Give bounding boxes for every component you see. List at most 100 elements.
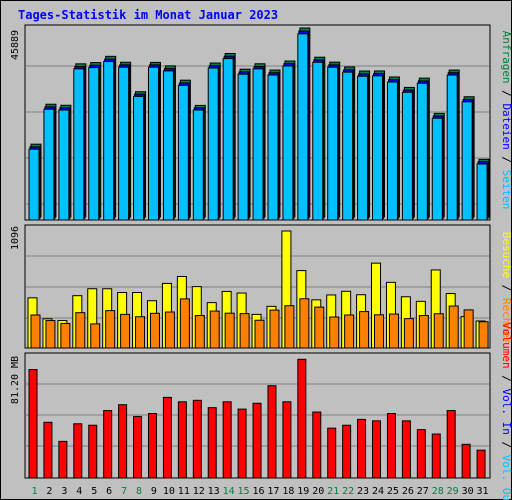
bar-seiten-day-22 <box>342 71 354 221</box>
day-label-16: 16 <box>252 486 264 497</box>
bar-volumen-day-3 <box>58 440 68 479</box>
bottom-legend-item: Vol. Out <box>500 455 512 500</box>
bottom-legend-item: Volumen <box>500 322 512 368</box>
day-label-24: 24 <box>372 486 384 497</box>
bar-volumen-day-13 <box>207 407 217 479</box>
bar-rechner-day-19 <box>299 298 310 349</box>
chart-title: Tages-Statistik im Monat Januar 2023 <box>18 8 279 22</box>
bottom-legend-item: Vol. In <box>500 389 512 435</box>
bar-rechner-day-10 <box>164 311 175 349</box>
bar-rechner-day-30 <box>463 309 474 349</box>
bar-rechner-day-17 <box>269 309 280 349</box>
day-label-4: 4 <box>76 486 82 497</box>
day-label-13: 13 <box>208 486 220 497</box>
bar-rechner-day-16 <box>254 319 265 349</box>
day-label-21: 21 <box>327 486 339 497</box>
top-legend-item: Dateien <box>500 103 512 149</box>
day-label-14: 14 <box>223 486 235 497</box>
day-label-20: 20 <box>312 486 324 497</box>
bar-rechner-day-15 <box>239 313 250 349</box>
bar-seiten-day-14 <box>222 58 234 221</box>
middle-legend-item: Rechner <box>500 298 512 345</box>
top-legend-item: / <box>500 84 512 104</box>
bar-volumen-day-5 <box>88 424 98 479</box>
top-legend-item: / <box>500 150 512 170</box>
bar-rechner-day-9 <box>149 312 160 349</box>
bar-seiten-day-10 <box>162 70 174 221</box>
bar-volumen-day-6 <box>103 410 113 479</box>
bar-volumen-day-9 <box>147 413 157 479</box>
bar-volumen-day-19 <box>297 358 307 479</box>
day-label-18: 18 <box>282 486 294 497</box>
bar-volumen-day-21 <box>327 427 337 479</box>
day-label-22: 22 <box>342 486 354 497</box>
bar-volumen-day-30 <box>461 443 471 479</box>
day-label-11: 11 <box>178 486 190 497</box>
bar-seiten-day-24 <box>372 75 384 221</box>
bar-volumen-day-2 <box>43 421 53 479</box>
bar-rechner-day-21 <box>329 316 340 349</box>
bar-volumen-day-22 <box>342 424 352 479</box>
bar-rechner-day-22 <box>344 314 355 349</box>
day-label-26: 26 <box>402 486 414 497</box>
bar-volumen-day-15 <box>237 408 247 479</box>
bar-seiten-day-1 <box>28 148 40 221</box>
bottom-ymax-label: 81.20 MB <box>10 356 21 404</box>
bar-rechner-day-8 <box>135 316 146 349</box>
middle-legend: Besuche / Rechner <box>500 232 512 345</box>
bar-seiten-day-31 <box>476 163 488 221</box>
bar-seiten-day-23 <box>357 75 369 221</box>
bar-rechner-day-18 <box>284 305 295 349</box>
bar-rechner-day-6 <box>105 310 116 349</box>
middle-legend-item: Besuche <box>500 232 512 278</box>
bar-seiten-day-8 <box>133 95 145 221</box>
bar-rechner-day-25 <box>388 313 399 349</box>
day-label-27: 27 <box>417 486 429 497</box>
day-label-8: 8 <box>136 486 142 497</box>
bar-seiten-day-5 <box>88 67 100 221</box>
bar-rechner-day-4 <box>75 312 86 349</box>
bar-rechner-day-3 <box>60 322 71 349</box>
bar-volumen-day-27 <box>416 429 426 479</box>
bar-rechner-day-31 <box>478 321 489 349</box>
middle-legend-item: / <box>500 278 512 298</box>
bar-seiten-day-9 <box>147 66 159 221</box>
bar-rechner-day-26 <box>403 318 414 349</box>
bar-seiten-day-28 <box>431 117 443 221</box>
bar-seiten-day-29 <box>446 74 458 221</box>
bar-rechner-day-2 <box>45 320 56 349</box>
bar-rechner-day-23 <box>359 311 370 349</box>
bar-rechner-day-14 <box>224 312 235 349</box>
day-label-29: 29 <box>447 486 459 497</box>
bar-volumen-day-26 <box>401 420 411 479</box>
bar-seiten-day-6 <box>103 60 115 221</box>
bar-seiten-day-17 <box>267 74 279 221</box>
day-label-1: 1 <box>31 486 37 497</box>
bar-seiten-day-7 <box>118 66 130 221</box>
bar-volumen-day-31 <box>476 449 486 479</box>
bottom-legend-item: / <box>500 369 512 389</box>
bar-rechner-day-20 <box>314 306 325 349</box>
bar-seiten-day-15 <box>237 73 249 221</box>
top-legend-item: Anfragen <box>500 31 512 84</box>
bar-volumen-day-14 <box>222 401 232 479</box>
bar-seiten-day-3 <box>58 109 70 221</box>
day-label-25: 25 <box>387 486 399 497</box>
day-label-2: 2 <box>46 486 52 497</box>
day-label-7: 7 <box>121 486 127 497</box>
top-legend: Anfragen / Dateien / Seiten <box>500 31 512 210</box>
middle-ymax-label: 1096 <box>10 226 21 250</box>
bar-volumen-day-7 <box>118 404 128 479</box>
day-label-30: 30 <box>462 486 474 497</box>
bar-volumen-day-11 <box>177 401 187 479</box>
bar-seiten-day-13 <box>207 67 219 221</box>
bar-seiten-day-11 <box>177 84 189 221</box>
bar-seiten-day-25 <box>386 81 398 221</box>
bar-seiten-day-12 <box>192 109 204 221</box>
bar-rechner-day-1 <box>30 314 41 349</box>
top-ymax-label: 45889 <box>10 30 21 60</box>
bar-volumen-day-28 <box>431 433 441 479</box>
bar-rechner-day-13 <box>209 310 220 349</box>
day-label-10: 10 <box>163 486 175 497</box>
bar-rechner-day-29 <box>448 305 459 349</box>
